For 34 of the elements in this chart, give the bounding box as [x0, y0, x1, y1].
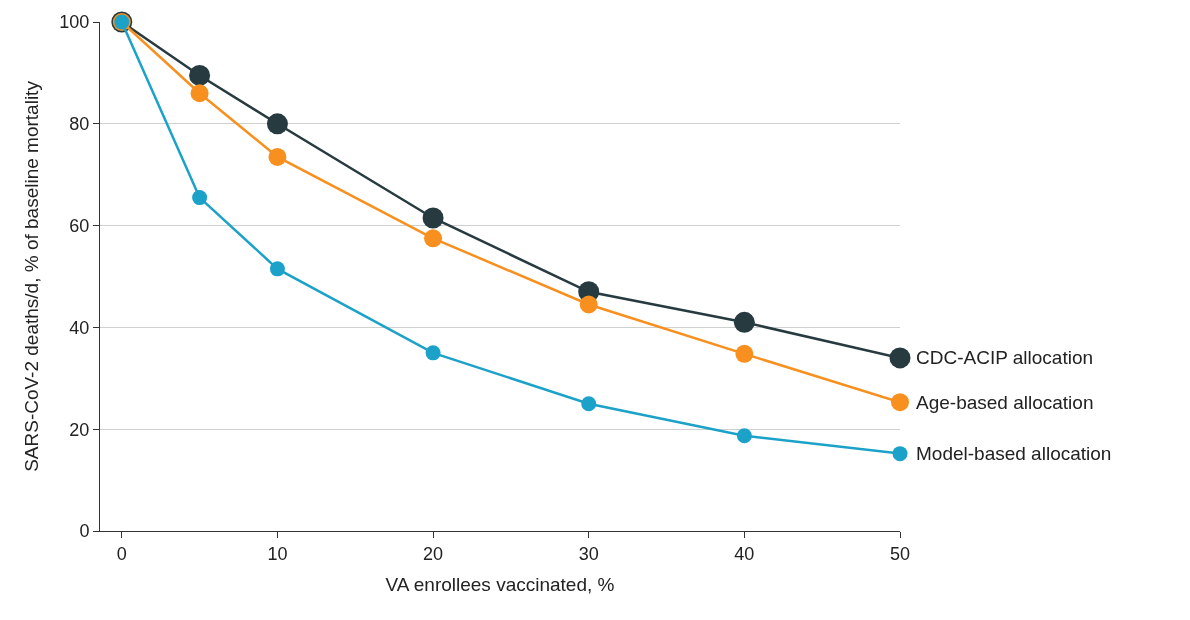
point	[189, 64, 211, 86]
y-tick-label: 20	[69, 419, 90, 440]
y-axis-title: SARS-CoV-2 deaths/d, % of baseline mortality	[21, 80, 43, 472]
x-tick-label: 50	[889, 543, 911, 564]
point	[190, 84, 209, 103]
point	[266, 113, 288, 135]
x-tick-label: 20	[423, 543, 444, 564]
x-tick-label: 0	[116, 543, 127, 564]
y-tick-label: 60	[69, 215, 90, 236]
point	[269, 261, 285, 277]
point	[892, 446, 908, 462]
series-label: CDC-ACIP allocation	[916, 347, 1094, 368]
point	[581, 396, 597, 412]
y-tick-label: 100	[59, 12, 90, 33]
point	[733, 311, 755, 333]
y-tick-label: 40	[69, 317, 90, 338]
point	[889, 347, 911, 369]
series-label: Age-based allocation	[916, 392, 1094, 413]
series-label: Model-based allocation	[916, 443, 1112, 464]
point	[735, 344, 754, 363]
x-tick-label: 30	[578, 543, 599, 564]
point	[736, 428, 752, 444]
point	[425, 345, 441, 361]
x-tick-label: 10	[267, 543, 288, 564]
y-tick-label: 0	[79, 521, 90, 542]
x-axis-title: VA enrollees vaccinated, %	[385, 574, 615, 596]
point	[579, 295, 598, 314]
point	[422, 207, 444, 229]
point	[424, 229, 443, 248]
x-tick-label: 40	[734, 543, 755, 564]
point	[891, 393, 909, 412]
point	[268, 147, 287, 166]
point	[192, 190, 208, 206]
y-tick-label: 80	[69, 114, 90, 135]
